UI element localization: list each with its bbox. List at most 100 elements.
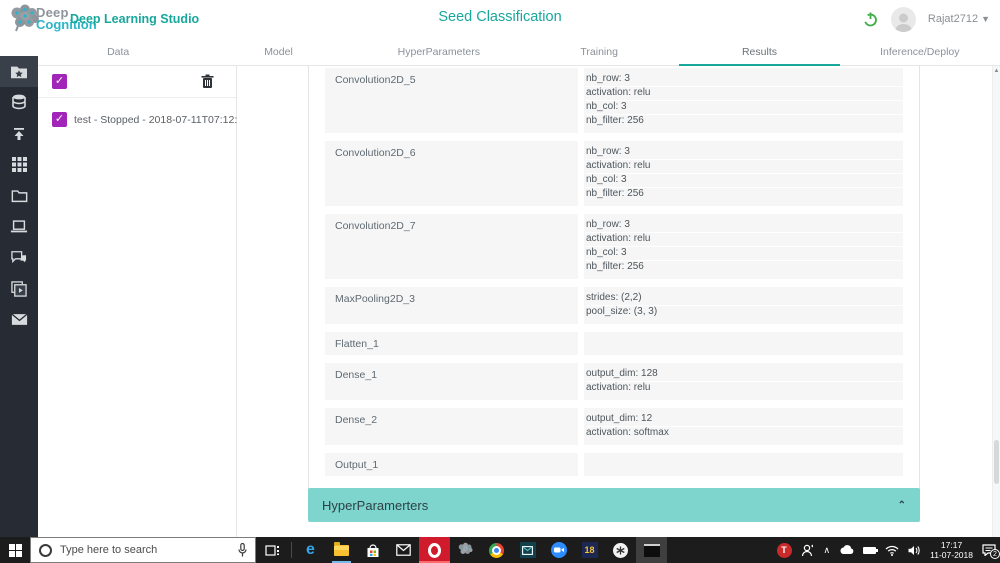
- user-menu[interactable]: Rajat2712 ▼: [928, 13, 990, 25]
- layer-name: Convolution2D_5: [325, 68, 578, 133]
- wifi-icon[interactable]: [885, 545, 899, 556]
- select-all-checkbox[interactable]: ✓: [52, 74, 67, 89]
- power-icon[interactable]: [862, 11, 879, 28]
- person-icon: [895, 13, 912, 32]
- layer-name: Output_1: [325, 453, 578, 476]
- sidebar-item-files[interactable]: [0, 180, 38, 211]
- terminal-button[interactable]: [636, 537, 667, 563]
- chrome-icon: [489, 542, 504, 558]
- app-name: Deep Learning Studio: [70, 12, 200, 26]
- media-app-icon: [519, 542, 536, 558]
- clock[interactable]: 17:17 11-07-2018: [930, 540, 973, 560]
- tab-hyperparameters[interactable]: HyperParameters: [397, 45, 480, 58]
- results-content: Convolution2D_5 nb_row: 3 activation: re…: [237, 66, 992, 537]
- layer-param: pool_size: (3, 3): [586, 306, 658, 317]
- sidebar-item-datasets[interactable]: [0, 87, 38, 118]
- layer-row: MaxPooling2D_3 strides: (2,2) pool_size:…: [325, 287, 903, 324]
- sidebar-item-mail[interactable]: [0, 304, 38, 335]
- speaker-icon[interactable]: [908, 545, 921, 556]
- deep-cognition-button[interactable]: [450, 537, 481, 563]
- folder-icon: [11, 189, 27, 202]
- asterisk-app-button[interactable]: [605, 537, 636, 563]
- windows-taskbar: Type here to search e: [0, 537, 1000, 563]
- layer-param: nb_col: 3: [586, 174, 903, 188]
- hyperparameters-section-header[interactable]: HyperParamerters ⌃: [308, 488, 920, 522]
- onedrive-cloud-icon[interactable]: [839, 545, 854, 555]
- run-checkbox[interactable]: ✓: [52, 112, 67, 127]
- sidebar-item-chat[interactable]: [0, 242, 38, 273]
- layer-param: activation: relu: [586, 233, 903, 247]
- apps-grid-icon: [11, 157, 27, 172]
- logo-text-deep: Deep: [36, 5, 69, 20]
- store-button[interactable]: [357, 537, 388, 563]
- scroll-up-arrow[interactable]: ▲: [993, 68, 1000, 74]
- username: Rajat2712: [927, 13, 979, 25]
- edge-button[interactable]: e: [295, 537, 326, 563]
- sidebar-item-projects[interactable]: [0, 56, 38, 87]
- tray-t-icon[interactable]: T: [776, 542, 792, 558]
- notification-badge: 2: [990, 549, 1000, 559]
- layer-name: Dense_1: [325, 363, 578, 400]
- calendar-app-button[interactable]: 18: [574, 537, 605, 563]
- chevron-up-icon[interactable]: ⌃: [897, 499, 906, 511]
- trash-icon[interactable]: [201, 74, 214, 89]
- tab-inference-deploy[interactable]: Inference/Deploy: [880, 45, 960, 58]
- sidebar-item-upload[interactable]: [0, 118, 38, 149]
- scrollbar-thumb[interactable]: [994, 440, 999, 484]
- tab-training[interactable]: Training: [580, 45, 618, 58]
- layer-param: nb_filter: 256: [586, 115, 644, 126]
- run-list-item[interactable]: ✓ test - Stopped - 2018-07-11T07:12:44: [38, 98, 249, 127]
- task-view-icon: [264, 544, 279, 556]
- projects-folder-star-icon: [11, 66, 27, 78]
- layer-param: activation: relu: [586, 382, 651, 393]
- hidden-icons-chevron[interactable]: ∧: [823, 544, 831, 555]
- zoom-app-icon: [550, 542, 567, 558]
- opera-button[interactable]: [419, 537, 450, 563]
- action-center-button[interactable]: 2: [982, 544, 1000, 559]
- mail-icon: [10, 313, 28, 325]
- start-button[interactable]: [0, 537, 30, 563]
- mail-app-button[interactable]: [388, 537, 419, 563]
- mail-app-icon: [396, 544, 411, 556]
- chat-icon: [11, 251, 27, 264]
- sidebar-item-videos[interactable]: [0, 273, 38, 304]
- layer-param: nb_filter: 256: [586, 188, 644, 199]
- avatar[interactable]: [890, 6, 916, 32]
- battery-icon[interactable]: [863, 546, 879, 554]
- database-icon: [12, 94, 26, 110]
- asterisk-app-icon: [613, 542, 628, 558]
- sidebar-item-apps[interactable]: [0, 149, 38, 180]
- chrome-button[interactable]: [481, 537, 512, 563]
- layer-name: Convolution2D_7: [325, 214, 578, 279]
- tab-data[interactable]: Data: [107, 45, 130, 58]
- sidebar-item-notebooks[interactable]: [0, 211, 38, 242]
- microphone-icon[interactable]: [238, 543, 247, 557]
- task-view-button[interactable]: [256, 537, 288, 563]
- system-tray: T ∧ 17:17 11-07-2018: [776, 537, 1000, 563]
- people-icon[interactable]: [801, 544, 815, 557]
- layer-param: activation: relu: [586, 160, 903, 174]
- zoom-app-button[interactable]: [543, 537, 574, 563]
- windows-logo-icon: [8, 543, 22, 557]
- logo[interactable]: Deep Cognition: [8, 3, 97, 35]
- tab-results[interactable]: Results: [679, 38, 840, 66]
- clock-time: 17:17: [940, 540, 963, 550]
- layer-row: Dense_1 output_dim: 128 activation: relu: [325, 363, 903, 400]
- vertical-scrollbar[interactable]: ▲: [992, 66, 1000, 537]
- laptop-icon: [10, 220, 28, 233]
- layer-params: nb_row: 3 activation: relu nb_col: 3 nb_…: [584, 68, 903, 133]
- layer-params: [584, 332, 903, 355]
- taskbar-search[interactable]: Type here to search: [30, 537, 256, 563]
- tab-bar: Data Model HyperParameters Training Resu…: [38, 38, 1000, 66]
- layer-params: nb_row: 3 activation: relu nb_col: 3 nb_…: [584, 141, 903, 206]
- layer-row: Convolution2D_6 nb_row: 3 activation: re…: [325, 141, 903, 206]
- upload-icon: [14, 127, 24, 140]
- search-placeholder: Type here to search: [60, 544, 158, 556]
- tab-model[interactable]: Model: [264, 45, 293, 58]
- cortana-icon: [39, 543, 52, 557]
- layer-param: nb_row: 3: [586, 146, 903, 160]
- file-explorer-button[interactable]: [326, 537, 357, 563]
- chevron-down-icon: ▼: [981, 14, 990, 24]
- media-app-button[interactable]: [512, 537, 543, 563]
